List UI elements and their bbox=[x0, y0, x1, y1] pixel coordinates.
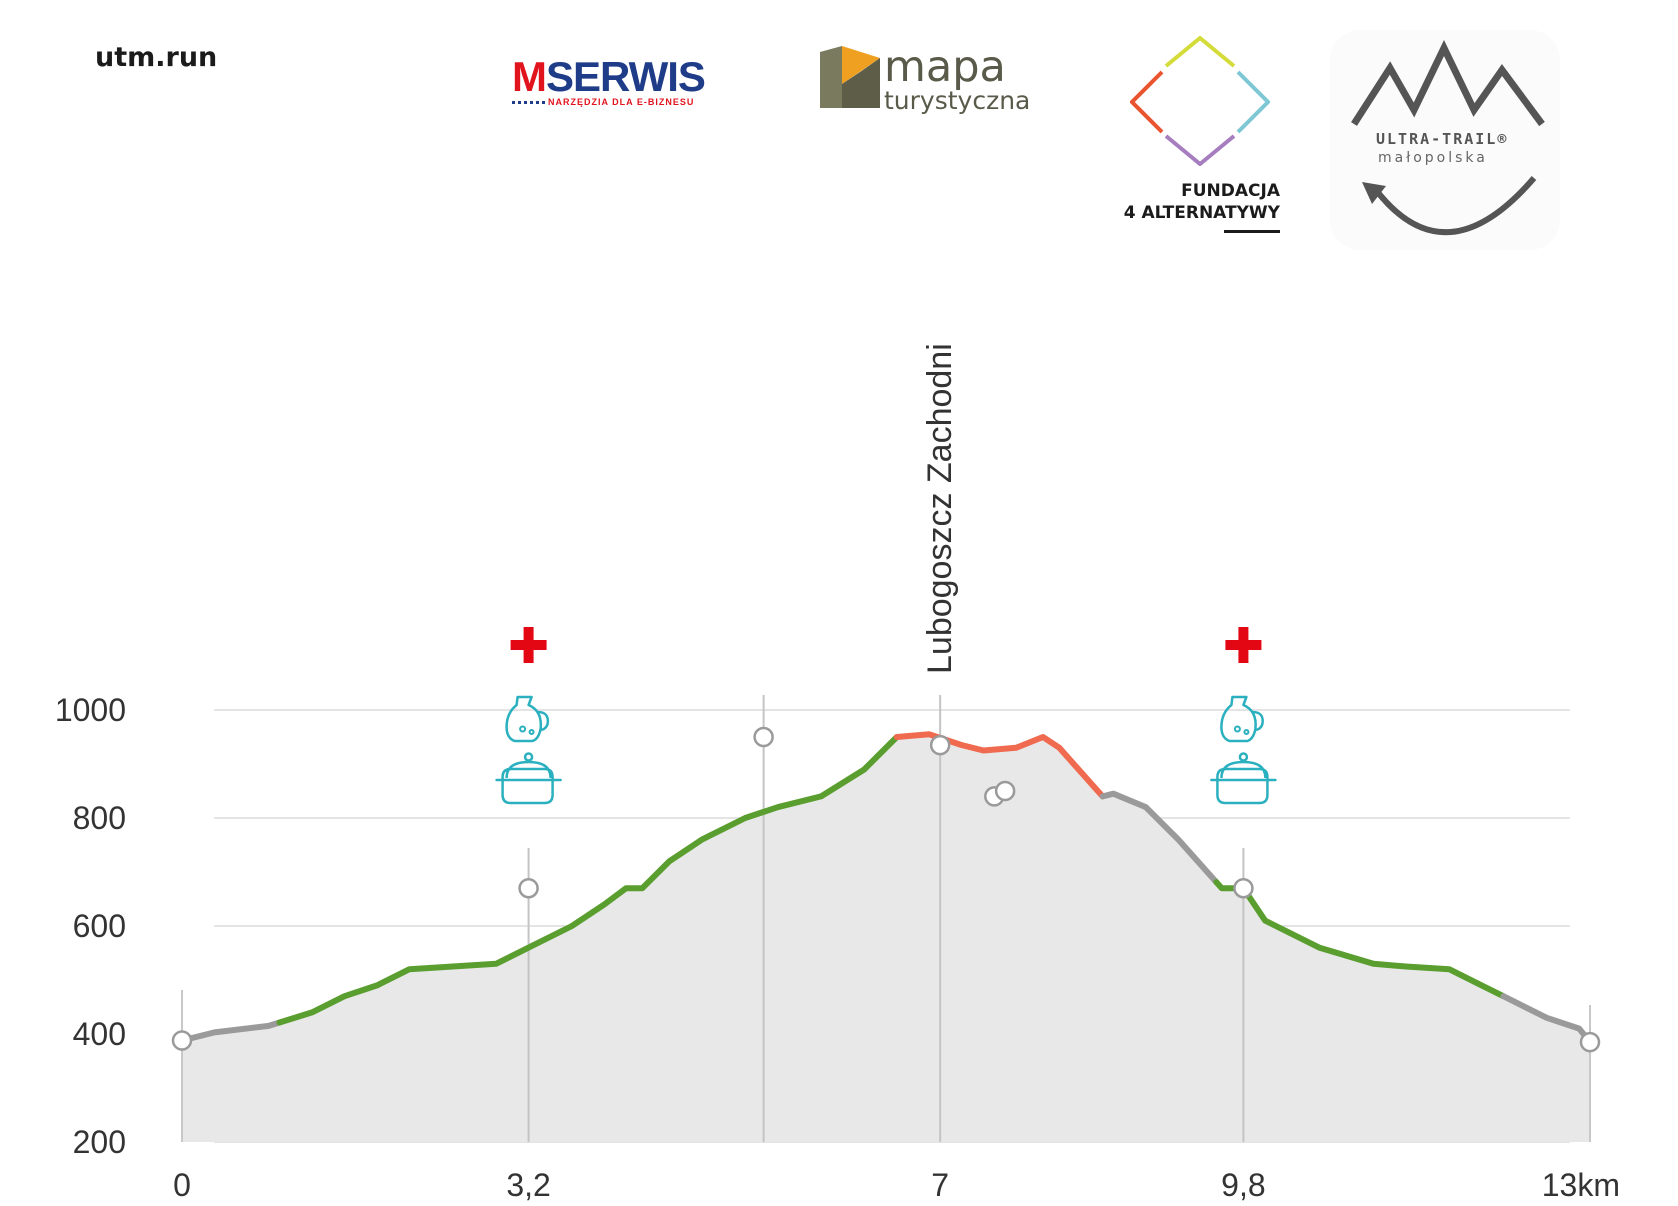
first-aid-icon bbox=[510, 627, 547, 663]
mapa-logo-title: mapa bbox=[884, 42, 1006, 92]
profile-segment-climb bbox=[276, 734, 900, 1026]
pot-lid-icon bbox=[505, 760, 552, 779]
waypoint-circle bbox=[1233, 877, 1254, 899]
jug-bubble-icon bbox=[1233, 725, 1241, 733]
y-tick-label: 400 bbox=[73, 1016, 126, 1052]
x-tick-label: 0 bbox=[173, 1167, 191, 1203]
first-aid-icon bbox=[1225, 627, 1262, 663]
waypoint-circle bbox=[753, 726, 774, 748]
profile-segment-flat bbox=[1500, 993, 1593, 1046]
ultra-trail-logo-line1: ULTRA-TRAIL® bbox=[1376, 130, 1509, 148]
x-tick-label: 9,8 bbox=[1221, 1167, 1265, 1203]
y-tick-label: 1000 bbox=[55, 692, 126, 728]
fundacja-underline bbox=[1224, 230, 1280, 233]
jug-bubble-icon bbox=[1243, 729, 1250, 735]
pot-icon bbox=[1216, 767, 1269, 805]
fundacja-logo-line2: 4 ALTERNATYWY bbox=[1123, 203, 1280, 223]
waypoint-circle bbox=[1579, 1031, 1601, 1053]
mserwis-logo-dots bbox=[512, 101, 546, 104]
mserwis-logo-m: M bbox=[512, 53, 547, 100]
fundacja-logo-line1: FUNDACJA bbox=[1181, 181, 1280, 201]
elevation-area bbox=[182, 734, 1590, 1142]
ultra-trail-logo: ULTRA-TRAIL® małopolska bbox=[1330, 30, 1560, 250]
x-tick-label: 7 bbox=[931, 1167, 949, 1203]
profile-segment-climb bbox=[1213, 879, 1507, 1000]
return-arrow-icon bbox=[1362, 176, 1537, 236]
waypoint-label: Lubogoszcz Zachodni bbox=[921, 343, 959, 674]
site-url[interactable]: utm.run bbox=[95, 42, 218, 73]
waypoint-circle bbox=[929, 734, 951, 756]
jug-bubble-icon bbox=[519, 725, 527, 733]
profile-segment-flat bbox=[1099, 790, 1220, 886]
fundacja-logo: FUNDACJA 4 ALTERNATYWY bbox=[1110, 36, 1280, 236]
waypoint-circle bbox=[171, 1030, 193, 1051]
y-tick-label: 200 bbox=[73, 1124, 126, 1160]
pot-icon bbox=[501, 767, 554, 805]
mountains-icon bbox=[1351, 40, 1545, 127]
y-tick-label: 800 bbox=[73, 800, 126, 836]
mapa-logo-subtitle: turystyczna bbox=[884, 86, 1031, 115]
mapa-flag-icon bbox=[820, 46, 880, 108]
y-tick-label: 600 bbox=[73, 908, 126, 944]
mserwis-logo-tagline: NARZĘDZIA DLA E-BIZNESU bbox=[548, 97, 695, 107]
jug-handle-icon bbox=[1252, 710, 1264, 732]
profile-segment-flat bbox=[179, 1019, 283, 1044]
jug-icon bbox=[1220, 695, 1257, 743]
mserwis-logo-name: SERWIS bbox=[546, 53, 706, 100]
mserwis-logo: MSERWIS NARZĘDZIA DLA E-BIZNESU bbox=[512, 53, 706, 107]
jug-icon bbox=[505, 695, 543, 743]
x-tick-label: 3,2 bbox=[506, 1167, 550, 1203]
pot-knob-icon bbox=[1238, 752, 1249, 762]
pot-knob-icon bbox=[523, 752, 534, 762]
profile-segment-steep bbox=[893, 731, 1106, 800]
waypoint-circle bbox=[994, 780, 1016, 802]
x-tick-label: 13km bbox=[1542, 1167, 1620, 1203]
ultra-trail-logo-line2: małopolska bbox=[1378, 150, 1488, 166]
pot-lid-icon bbox=[1220, 760, 1267, 779]
jug-handle-icon bbox=[537, 710, 550, 732]
fundacja-diamond-icon bbox=[1130, 36, 1270, 166]
waypoint-circle bbox=[518, 877, 539, 899]
jug-bubble-icon bbox=[528, 729, 535, 735]
